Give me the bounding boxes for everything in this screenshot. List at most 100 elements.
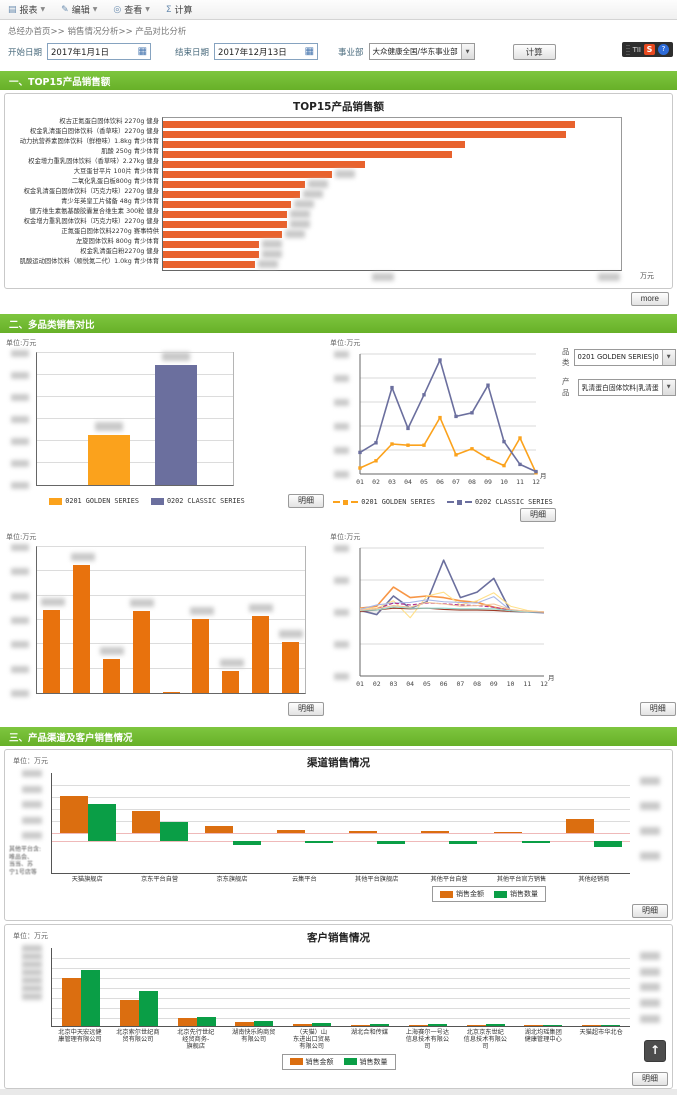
share-icon[interactable]: S [644, 44, 655, 55]
bar-销售金额 [493, 831, 522, 833]
bar-销售数量 [232, 841, 261, 846]
redacted-value [289, 220, 310, 228]
start-date-input[interactable]: 2017年1月1日 ▦ [47, 43, 152, 60]
gridline [52, 809, 630, 810]
chevron-down-icon: ▼ [40, 6, 46, 13]
category-label: 京东平台自营 [141, 876, 179, 883]
bar-销售金额 [408, 1024, 428, 1027]
help-icon[interactable]: ? [658, 44, 669, 55]
top15-bar [163, 220, 287, 228]
product-bar-detail-button[interactable]: 明细 [288, 702, 324, 716]
redacted-value [334, 577, 349, 584]
category-label: 其他平台官方销售 [496, 876, 547, 883]
filter-bar: 开始日期 2017年1月1日 ▦ 结束日期 2017年12月13日 ▦ 事业部 … [0, 39, 677, 67]
redacted-value [22, 953, 42, 961]
marker [502, 463, 506, 468]
top15-category-label: 权金乳清蛋白粉2270g 健身 [80, 248, 159, 255]
redacted-value [11, 438, 29, 445]
category-select-label: 品类 [562, 347, 570, 367]
gridline [37, 440, 233, 441]
redacted-value [100, 647, 125, 656]
x-tick-label: 07 [456, 680, 464, 688]
category-label: 其他平台自营 [430, 876, 468, 883]
redacted-value [11, 416, 29, 423]
redacted-value [11, 350, 29, 357]
bar-销售金额 [524, 1025, 544, 1027]
top15-category-label: 青少年英皇工片储备 48g 青少体育 [61, 198, 159, 205]
top15-bar [163, 180, 305, 188]
product-trend-line-svg: 01 02 03 04 05 06 07 08 09 10 11 12月 [356, 547, 555, 688]
top15-bar [163, 250, 260, 258]
product-bar-cell: 单位:万元 明细 [4, 530, 326, 718]
menu-edit-label: 编辑 [71, 6, 90, 16]
redacted-value [640, 777, 660, 785]
chevron-down-icon: ▼ [460, 44, 474, 59]
edit-icon: ✎ [61, 4, 69, 15]
marker [358, 450, 362, 455]
calendar-icon[interactable]: ▦ [304, 46, 315, 57]
gridline [37, 462, 233, 463]
category-select[interactable]: 0201 GOLDEN SERIES|0 ▼ [573, 348, 676, 366]
menu-report[interactable]: ▤ 报表 ▼ [8, 3, 46, 17]
drag-handle[interactable] [625, 44, 630, 55]
gridline [52, 821, 630, 822]
browser-overlay-widget[interactable]: TII S ? [621, 42, 673, 57]
redacted-value [11, 482, 29, 489]
x-tick-label: 09 [484, 478, 492, 486]
redacted-value [22, 985, 42, 993]
bar-销售数量 [593, 841, 622, 848]
more-row: more [0, 292, 677, 310]
marker [406, 426, 410, 431]
gridline [37, 546, 305, 547]
x-tick-label: 06 [436, 478, 444, 486]
start-date-label: 开始日期 [8, 47, 43, 58]
menu-view[interactable]: ◎ 查看 ▼ [113, 3, 150, 17]
marker [502, 439, 506, 444]
category-select-value: 0201 GOLDEN SERIES|0 [577, 353, 659, 361]
redacted-value [22, 801, 42, 808]
gridline [37, 352, 233, 353]
top15-category-label: 左旋固体饮料 800g 青少体育 [76, 238, 159, 245]
bar-销售金额 [177, 1018, 197, 1027]
redacted-value [640, 998, 660, 1007]
business-unit-select[interactable]: 大众健康全国/华东事业部 ▼ [368, 43, 475, 60]
category-compare-detail-button[interactable]: 明细 [288, 494, 324, 508]
calculate-button[interactable]: 计算 [512, 43, 556, 60]
menu-calculate[interactable]: Σ 计算 [166, 3, 193, 17]
top15-category-label: 权金乳清蛋白固体饮料（香草味）2270g 健身 [29, 128, 159, 135]
top15-more-button[interactable]: more [630, 292, 669, 306]
calendar-icon[interactable]: ▦ [137, 46, 148, 57]
category-label: 北京京东世纪 信息技术有限公 司 [463, 1029, 507, 1051]
report-icon: ▤ [8, 4, 17, 15]
channel-detail-button[interactable]: 明细 [632, 904, 668, 919]
gridline [52, 797, 630, 798]
category-trend-legend: 0201 GOLDEN SERIES 0202 CLASSIC SERIES [330, 498, 556, 506]
top15-bar-row [163, 199, 621, 209]
redacted-value [11, 641, 29, 649]
gridline [52, 958, 630, 960]
legend-line [351, 501, 359, 503]
top15-category-label: 权古正氮蛋白固体饮料 2270g 健身 [59, 118, 159, 125]
marker [422, 393, 426, 397]
redacted-value [279, 629, 304, 638]
menu-edit[interactable]: ✎ 编辑 ▼ [61, 3, 97, 17]
bar-销售金额 [565, 819, 594, 833]
end-date-input[interactable]: 2017年12月13日 ▦ [214, 43, 319, 60]
x-tick-label: 04 [404, 478, 412, 486]
marker [390, 442, 394, 446]
x-tick-label: 05 [423, 680, 431, 688]
customer-detail-button[interactable]: 明细 [632, 1071, 668, 1086]
redacted-value [335, 170, 356, 178]
redacted-value [11, 690, 29, 697]
bar-销售金额 [61, 977, 81, 1027]
product-trend-cell: 单位:万元 01 02 03 04 05 06 07 08 09 10 11 12 月 明细 [328, 530, 677, 718]
product-trend-detail-button[interactable]: 明细 [639, 702, 676, 716]
back-to-top-button[interactable]: ↑ [644, 1039, 666, 1062]
business-unit-label: 事业部 [338, 47, 364, 58]
product-select-value: 乳清蛋白固体饮料|乳清蛋 [581, 384, 659, 392]
category-trend-detail-button[interactable]: 明细 [520, 508, 556, 522]
product-select[interactable]: 乳清蛋白固体饮料|乳清蛋 ▼ [577, 378, 676, 396]
top15-bar-row [163, 169, 621, 179]
gridline [37, 418, 233, 419]
redacted-value [11, 460, 29, 467]
